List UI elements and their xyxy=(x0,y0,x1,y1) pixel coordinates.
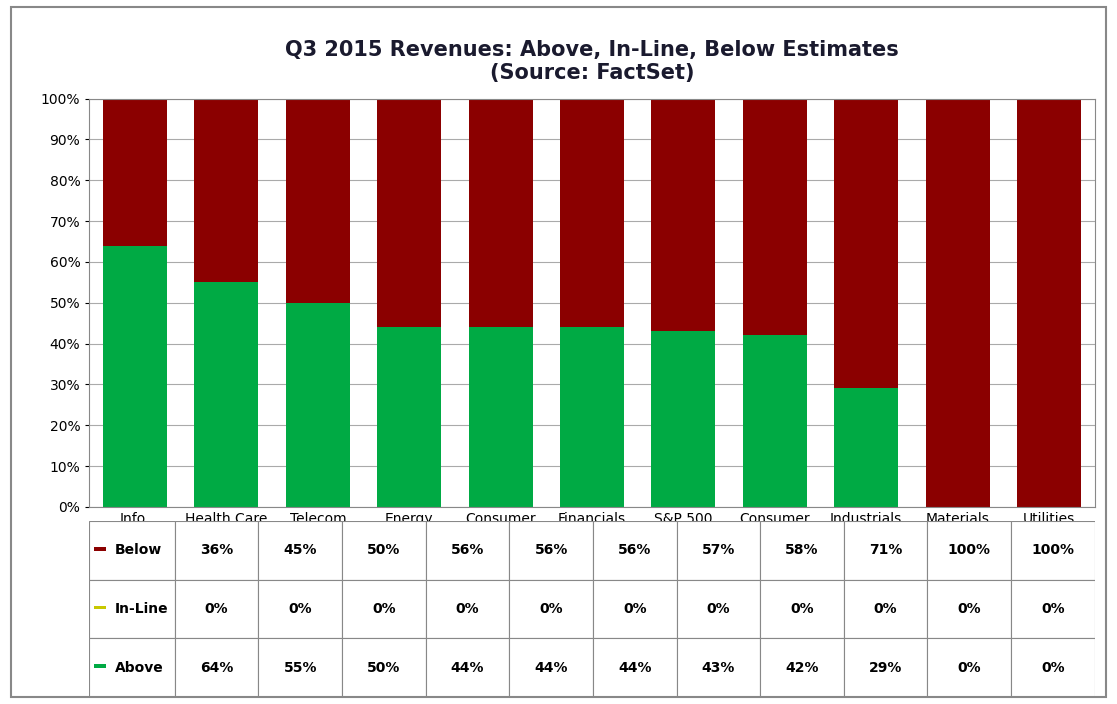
Bar xyxy=(743,99,806,335)
Text: 29%: 29% xyxy=(869,660,903,674)
Text: 57%: 57% xyxy=(701,543,735,558)
Text: 0%: 0% xyxy=(790,602,814,616)
Bar xyxy=(194,282,258,507)
Text: 45%: 45% xyxy=(284,543,317,558)
Text: 0%: 0% xyxy=(456,602,479,616)
Bar xyxy=(89,521,174,579)
Text: 0%: 0% xyxy=(372,602,395,616)
Bar xyxy=(926,99,990,507)
Text: 0%: 0% xyxy=(204,602,229,616)
Bar xyxy=(342,579,426,639)
Bar xyxy=(1011,521,1095,579)
Bar xyxy=(677,521,761,579)
Bar xyxy=(593,579,677,639)
Text: 44%: 44% xyxy=(534,660,567,674)
Bar xyxy=(94,547,106,551)
Bar xyxy=(927,521,1011,579)
Text: 43%: 43% xyxy=(701,660,735,674)
Bar xyxy=(174,579,258,639)
Bar xyxy=(378,99,441,327)
Text: 50%: 50% xyxy=(367,543,401,558)
Text: 0%: 0% xyxy=(623,602,647,616)
Text: 0%: 0% xyxy=(1041,660,1065,674)
Text: 58%: 58% xyxy=(785,543,819,558)
Text: 36%: 36% xyxy=(200,543,233,558)
Bar xyxy=(509,579,593,639)
Bar xyxy=(1011,579,1095,639)
Bar xyxy=(843,521,927,579)
Bar xyxy=(677,579,761,639)
Bar xyxy=(286,99,350,303)
Title: Q3 2015 Revenues: Above, In-Line, Below Estimates
(Source: FactSet): Q3 2015 Revenues: Above, In-Line, Below … xyxy=(285,40,899,83)
Text: 0%: 0% xyxy=(957,660,981,674)
Text: 0%: 0% xyxy=(540,602,563,616)
Bar xyxy=(426,639,509,697)
Bar xyxy=(94,605,106,610)
Bar xyxy=(834,389,898,507)
Text: 0%: 0% xyxy=(873,602,897,616)
Text: 100%: 100% xyxy=(1031,543,1075,558)
Text: Below: Below xyxy=(115,543,162,558)
Text: 55%: 55% xyxy=(284,660,317,674)
Bar xyxy=(469,327,533,507)
Bar xyxy=(342,639,426,697)
Bar xyxy=(677,639,761,697)
Bar xyxy=(560,327,624,507)
Bar xyxy=(834,99,898,389)
Bar xyxy=(593,639,677,697)
Bar xyxy=(258,639,342,697)
Bar xyxy=(743,335,806,507)
Bar xyxy=(194,99,258,282)
Bar xyxy=(426,521,509,579)
Text: 64%: 64% xyxy=(200,660,233,674)
Bar xyxy=(174,521,258,579)
Text: Above: Above xyxy=(115,660,163,674)
Bar xyxy=(342,521,426,579)
Bar xyxy=(509,521,593,579)
Bar xyxy=(378,327,441,507)
Bar xyxy=(761,521,843,579)
Text: 0%: 0% xyxy=(1041,602,1065,616)
Text: 0%: 0% xyxy=(957,602,981,616)
Bar xyxy=(89,579,174,639)
Bar xyxy=(89,639,174,697)
Bar xyxy=(560,99,624,327)
Bar xyxy=(1011,639,1095,697)
Text: 56%: 56% xyxy=(451,543,484,558)
Bar xyxy=(1016,99,1081,507)
Bar xyxy=(761,639,843,697)
Bar xyxy=(843,639,927,697)
Bar xyxy=(258,579,342,639)
Text: 50%: 50% xyxy=(367,660,401,674)
Bar xyxy=(593,521,677,579)
Text: 44%: 44% xyxy=(451,660,485,674)
Text: 56%: 56% xyxy=(618,543,651,558)
Bar xyxy=(426,579,509,639)
Bar xyxy=(174,639,258,697)
Bar xyxy=(103,246,168,507)
Text: 100%: 100% xyxy=(947,543,991,558)
Bar xyxy=(651,99,715,332)
Bar xyxy=(469,99,533,327)
Bar xyxy=(927,579,1011,639)
Bar xyxy=(843,579,927,639)
Text: 42%: 42% xyxy=(785,660,819,674)
Text: In-Line: In-Line xyxy=(115,602,169,616)
Bar xyxy=(761,579,843,639)
Text: 56%: 56% xyxy=(534,543,567,558)
Text: 44%: 44% xyxy=(618,660,651,674)
Bar xyxy=(286,303,350,507)
Text: 0%: 0% xyxy=(707,602,731,616)
Bar xyxy=(94,665,106,668)
Text: 71%: 71% xyxy=(869,543,903,558)
Bar xyxy=(103,99,168,246)
Bar xyxy=(258,521,342,579)
Text: 0%: 0% xyxy=(288,602,312,616)
Bar xyxy=(927,639,1011,697)
Bar xyxy=(509,639,593,697)
Bar xyxy=(651,332,715,507)
